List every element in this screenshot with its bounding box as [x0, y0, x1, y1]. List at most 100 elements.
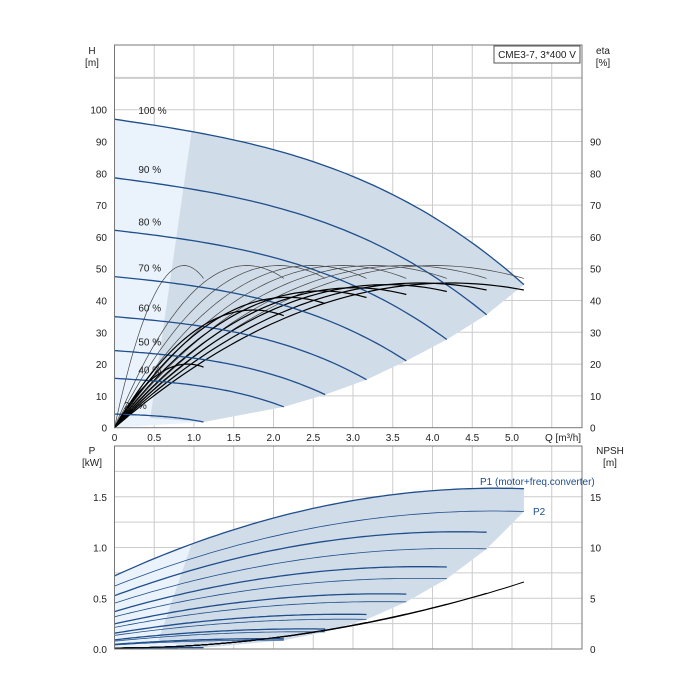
- p2-curve: [114, 578, 447, 618]
- speed-label: 90 %: [138, 165, 161, 176]
- x-tick-label: 2.0: [267, 433, 281, 444]
- eta-total-curve: [114, 284, 447, 429]
- p2-curve: [114, 510, 524, 587]
- eta-tick-label: 20: [590, 360, 602, 371]
- speed-label: 40 %: [138, 365, 161, 376]
- h-tick-label: 90: [96, 138, 108, 149]
- p2-legend: P2: [533, 507, 546, 518]
- head-curve-21: [114, 413, 204, 423]
- p1-curve: [114, 487, 524, 577]
- p-tick-label: 0.0: [93, 645, 107, 656]
- head-curve-40: [114, 377, 285, 408]
- p1-curve: [114, 531, 487, 597]
- head-curve-90: [114, 177, 488, 316]
- speed-label: 50 %: [138, 338, 161, 349]
- h-tick-label: 100: [90, 106, 107, 117]
- speed-label: 60 %: [138, 304, 161, 315]
- frames: [114, 44, 583, 650]
- region-operating: [150, 131, 524, 422]
- h-axis-unit: [m]: [85, 58, 99, 69]
- h-tick-label: 40: [96, 297, 108, 308]
- x-tick-label: 4.5: [465, 433, 479, 444]
- p-tick-label: 1.0: [93, 544, 107, 555]
- head-curve-70: [114, 275, 407, 362]
- npsh-tick-label: 5: [590, 594, 596, 605]
- npsh-tick-label: 10: [590, 544, 602, 555]
- npsh-tick-label: 15: [590, 493, 602, 504]
- p1-curve: [114, 613, 367, 634]
- h-tick-label: 0: [101, 424, 107, 435]
- eta-total-curve: [114, 290, 367, 429]
- title-box: [493, 45, 581, 64]
- p2-curve: [114, 601, 407, 628]
- p2-curve: [114, 618, 367, 636]
- eta-tick-label: 40: [590, 297, 602, 308]
- p1-curve: [114, 593, 407, 625]
- eta-pump-curve: [114, 265, 367, 428]
- speed-label: 80 %: [138, 217, 161, 228]
- speed-label: 100 %: [138, 106, 166, 117]
- x-tick-label: 1.5: [227, 433, 241, 444]
- eta-pump-curve: [114, 265, 284, 428]
- eta-tick-label: 50: [590, 265, 602, 276]
- p1-curve: [114, 628, 326, 641]
- eta-total-curve: [114, 282, 525, 429]
- eta-tick-label: 90: [590, 138, 602, 149]
- upper-plot-frame: [114, 44, 583, 429]
- eta-pump-curve: [114, 265, 447, 428]
- npsh-curve: [114, 644, 204, 649]
- x-tick-label: 2.5: [306, 433, 320, 444]
- npsh-axis-unit: [m]: [603, 458, 617, 469]
- p2-curve: [114, 548, 487, 604]
- eta-pump-curve: [114, 265, 326, 428]
- eta-tick-label: 10: [590, 392, 602, 403]
- h-tick-label: 10: [96, 392, 108, 403]
- head-curve-100: [114, 118, 525, 286]
- h-tick-label: 80: [96, 169, 108, 180]
- eta-axis-title: eta: [596, 46, 610, 57]
- labels: H [m] eta [%] CME3-7, 3*400 V Q [m³/h] P…: [82, 45, 624, 656]
- chart-title: CME3-7, 3*400 V: [498, 50, 576, 61]
- speed-label: 70 %: [138, 264, 161, 275]
- h-tick-label: 60: [96, 233, 108, 244]
- x-tick-label: 0.5: [147, 433, 161, 444]
- eta-axis-unit: [%]: [596, 58, 611, 69]
- eta-pump-curve: [114, 265, 407, 428]
- x-tick-label: 0: [112, 433, 118, 444]
- h-tick-label: 70: [96, 201, 108, 212]
- p-tick-label: 0.5: [93, 594, 107, 605]
- eta-total-curve: [114, 282, 487, 429]
- h-tick-label: 30: [96, 328, 108, 339]
- lower-plot-frame: [114, 445, 583, 650]
- h-tick-label: 50: [96, 265, 108, 276]
- x-axis-label: Q [m³/h]: [545, 433, 581, 444]
- head-curve-80: [114, 229, 448, 341]
- p-tick-label: 1.5: [93, 493, 107, 504]
- eta-total-curve: [113, 363, 204, 428]
- x-tick-label: 3.5: [386, 433, 400, 444]
- eta-total-curve: [113, 309, 285, 429]
- eta-tick-label: 80: [590, 169, 602, 180]
- eta-tick-label: 0: [590, 424, 596, 435]
- curves: [113, 118, 525, 649]
- h-axis-title: H: [88, 46, 95, 57]
- p1-curve: [114, 638, 284, 645]
- h-tick-label: 20: [96, 360, 108, 371]
- x-tick-label: 5.0: [505, 433, 519, 444]
- speed-label: 21 %: [124, 401, 147, 412]
- npsh-axis-title: NPSH: [596, 446, 624, 457]
- eta-tick-label: 60: [590, 233, 602, 244]
- eta-tick-label: 30: [590, 328, 602, 339]
- head-curve-60: [114, 316, 367, 381]
- x-tick-label: 4.0: [426, 433, 440, 444]
- p-axis-unit: [kW]: [82, 458, 102, 469]
- eta-tick-label: 70: [590, 201, 602, 212]
- p2-curve: [114, 631, 326, 642]
- x-tick-label: 3.0: [346, 433, 360, 444]
- p1-curve: [114, 566, 447, 613]
- p-axis-title: P: [89, 446, 96, 457]
- npsh-tick-label: 0: [590, 645, 596, 656]
- eta-total-curve: [114, 287, 407, 429]
- p1-legend: P1 (motor+freq.converter): [480, 477, 595, 488]
